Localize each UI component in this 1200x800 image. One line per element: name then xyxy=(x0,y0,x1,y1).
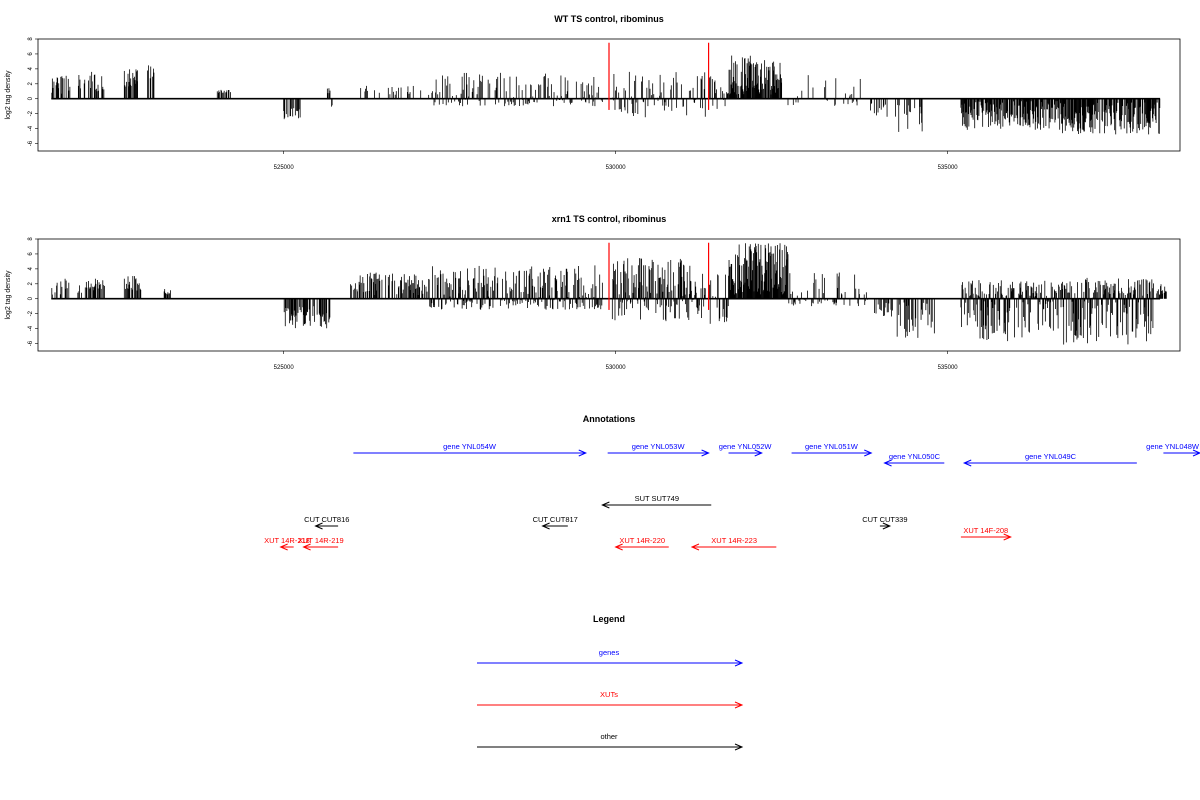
track-wt-panel: WT TS control, ribominus 8 6 4 2 0 -2 -4 -6 log2 … xyxy=(5,14,1181,171)
legend-title: Legend xyxy=(593,614,625,624)
x-tick-label: 535000 xyxy=(938,365,959,371)
y-axis-label: log2 tag density xyxy=(5,70,12,120)
legend-arrow xyxy=(477,659,744,667)
annotation-label: XUT 14R-223 xyxy=(711,536,757,545)
annotation-arrow xyxy=(607,449,710,457)
annotation-label: gene YNL049C xyxy=(1025,452,1077,461)
annotation-label: CUT CUT816 xyxy=(304,515,349,524)
annotation-arrow xyxy=(960,533,1012,541)
annotations-title: Annotations xyxy=(583,414,636,424)
x-tick-label: 525000 xyxy=(274,365,295,371)
track-xrn1-panel: xrn1 TS control, ribominus 8 6 4 2 0 -2 -4 -6 log… xyxy=(5,214,1181,371)
plot-frame xyxy=(37,238,1181,352)
annotation-arrow xyxy=(279,543,294,551)
y-tick-label: -2 xyxy=(28,310,34,316)
annotation-arrow xyxy=(728,449,763,457)
annotation-arrow xyxy=(962,459,1137,467)
x-tick-label: 530000 xyxy=(606,365,627,371)
y-tick-label: 2 xyxy=(28,281,34,285)
annotation-label: XUT 14R-220 xyxy=(619,536,665,545)
y-tick-label: 2 xyxy=(28,81,34,85)
plot-frame xyxy=(37,38,1181,152)
annotation-label: CUT CUT339 xyxy=(862,515,907,524)
annotation-arrow xyxy=(541,522,568,530)
y-tick-label: -4 xyxy=(28,125,34,131)
annotation-label: XUT 14F-208 xyxy=(963,526,1008,535)
annotation-label: CUT CUT817 xyxy=(533,515,578,524)
annotation-label: gene YNL048W xyxy=(1146,442,1200,451)
x-tick-label: 530000 xyxy=(606,165,627,171)
y-tick-label: 8 xyxy=(28,37,34,41)
density-bars xyxy=(51,55,1161,135)
y-tick-label: -2 xyxy=(28,110,34,116)
y-tick-label: -4 xyxy=(28,325,34,331)
x-tick-label: 535000 xyxy=(938,165,959,171)
legend-label: XUTs xyxy=(600,690,618,699)
legend-panel: Legend genes XUTs other xyxy=(477,614,744,751)
annotation-arrow xyxy=(302,543,339,551)
annotation-label: gene YNL052W xyxy=(719,442,773,451)
annotation-label: gene YNL050C xyxy=(889,452,941,461)
x-tick-label: 525000 xyxy=(274,165,295,171)
density-bars xyxy=(51,243,1167,345)
panel-title: xrn1 TS control, ribominus xyxy=(552,214,667,224)
y-tick-label: 6 xyxy=(28,52,34,56)
annotation-label: gene YNL054W xyxy=(443,442,497,451)
legend-label: other xyxy=(600,732,618,741)
y-tick-label: 6 xyxy=(28,252,34,256)
y-tick-label: 4 xyxy=(28,67,34,71)
y-axis-label: log2 tag density xyxy=(5,270,12,320)
annotation-arrow xyxy=(314,522,339,530)
legend-arrow xyxy=(477,743,744,751)
annotation-label: SUT SUT749 xyxy=(635,494,679,503)
y-tick-label: 8 xyxy=(28,237,34,241)
annotation-arrow xyxy=(614,543,669,551)
annotation-arrow xyxy=(601,501,712,509)
annotation-arrow xyxy=(883,459,945,467)
panel-title: WT TS control, ribominus xyxy=(554,14,664,24)
y-tick-label: 0 xyxy=(28,296,34,300)
y-tick-label: 0 xyxy=(28,96,34,100)
y-tick-label: -6 xyxy=(28,140,34,146)
legend-arrow xyxy=(477,701,744,709)
annotation-arrow xyxy=(879,522,892,530)
annotation-label: XUT 14R-219 xyxy=(298,536,344,545)
y-tick-label: 4 xyxy=(28,267,34,271)
legend-label: genes xyxy=(599,648,620,657)
annotation-arrow xyxy=(1163,449,1200,457)
annotation-label: gene YNL053W xyxy=(632,442,686,451)
annotation-label: gene YNL051W xyxy=(805,442,859,451)
annotation-arrow xyxy=(690,543,777,551)
annotations-panel: Annotations gene YNL054W gene YNL053W gene … xyxy=(264,414,1200,551)
annotation-arrow xyxy=(353,449,588,457)
annotation-label-overlap: XUT 14R-218 xyxy=(264,536,310,545)
y-tick-label: -6 xyxy=(28,340,34,346)
annotation-arrow xyxy=(791,449,873,457)
